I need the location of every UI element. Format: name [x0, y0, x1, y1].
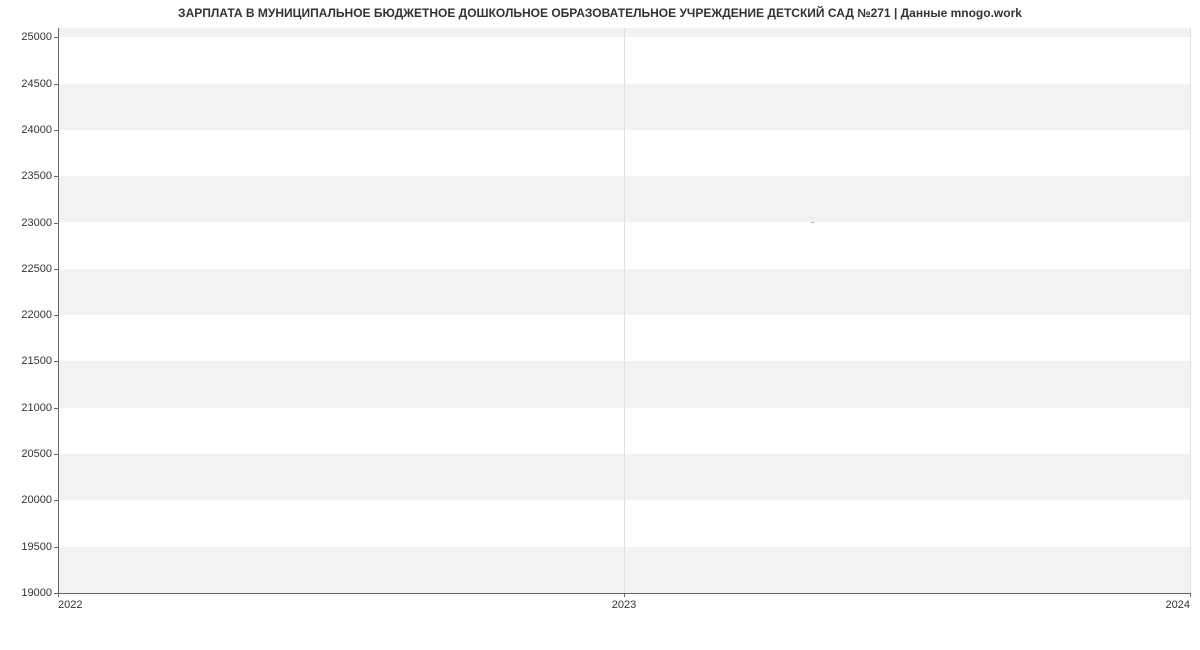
y-tick-label: 23000 [21, 217, 58, 229]
y-tick-label: 21500 [21, 355, 58, 367]
y-tick-label: 23500 [21, 170, 58, 182]
y-tick-label: 24000 [21, 124, 58, 136]
plot-area: 2022202320241900019500200002050021000215… [58, 28, 1190, 593]
y-tick-label: 19000 [21, 587, 58, 599]
x-gridline [1190, 28, 1191, 593]
x-tick-label: 2023 [612, 593, 636, 611]
y-tick-label: 20000 [21, 494, 58, 506]
x-axis-line [58, 593, 1190, 594]
chart-title: ЗАРПЛАТА В МУНИЦИПАЛЬНОЕ БЮДЖЕТНОЕ ДОШКО… [0, 6, 1200, 20]
y-tick-label: 24500 [21, 78, 58, 90]
x-tick-label: 2024 [1166, 593, 1190, 611]
y-tick-label: 21000 [21, 402, 58, 414]
y-tick-label: 25000 [21, 31, 58, 43]
y-tick-label: 22000 [21, 309, 58, 321]
x-tick-label: 2022 [58, 593, 82, 611]
y-axis-line [58, 28, 59, 593]
chart-container: ЗАРПЛАТА В МУНИЦИПАЛЬНОЕ БЮДЖЕТНОЕ ДОШКО… [0, 0, 1200, 650]
x-tick-mark [1190, 593, 1191, 597]
y-tick-label: 20500 [21, 448, 58, 460]
y-tick-label: 22500 [21, 263, 58, 275]
y-tick-label: 19500 [21, 541, 58, 553]
x-gridline [624, 28, 625, 593]
